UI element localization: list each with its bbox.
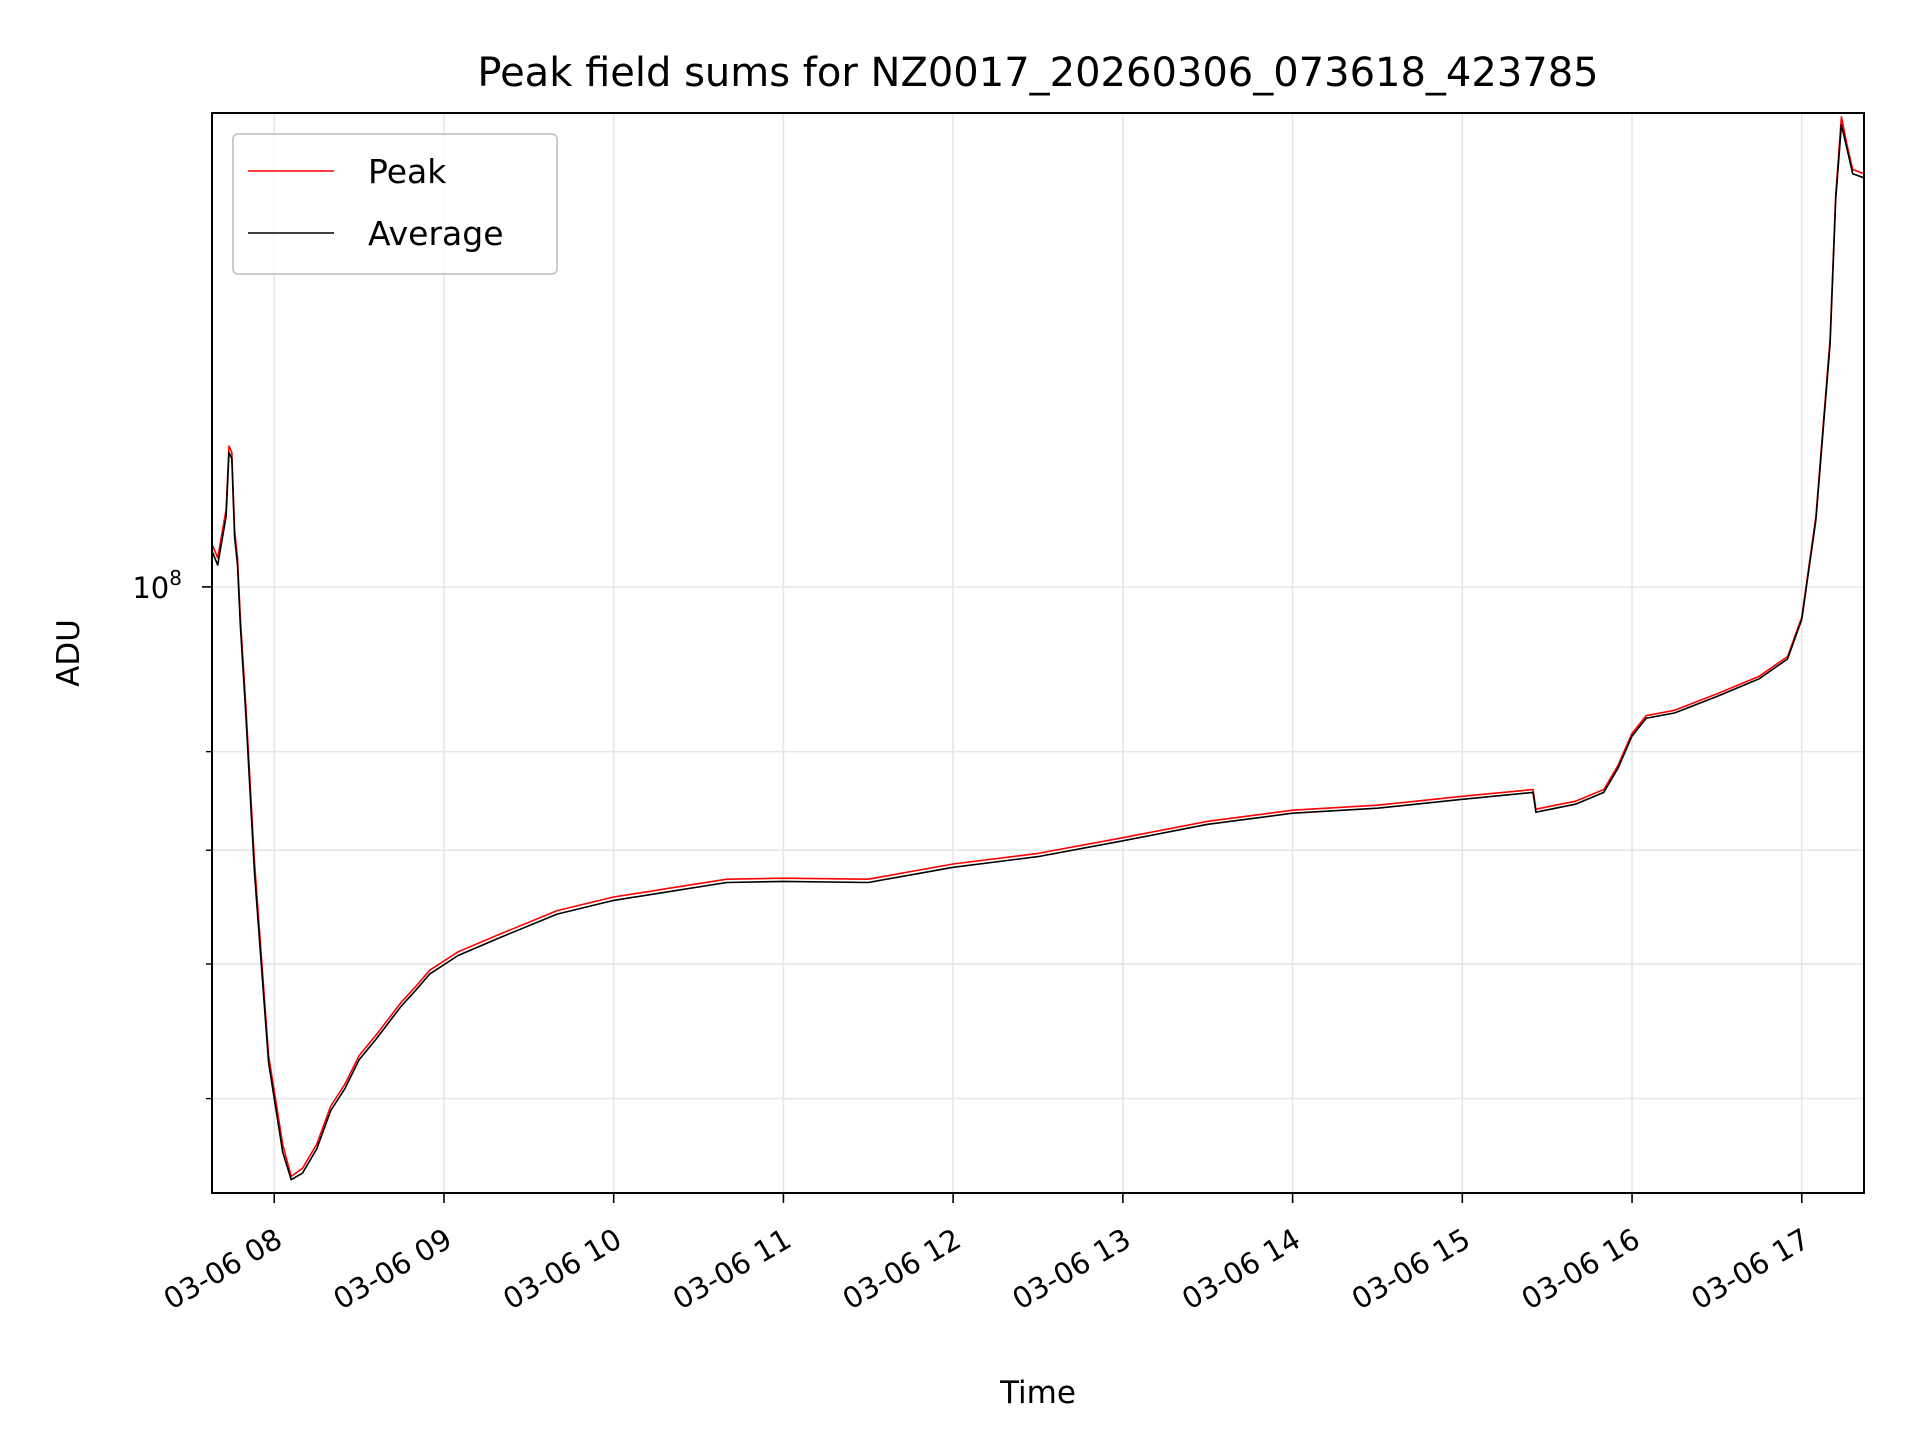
x-axis-label: Time (999, 1375, 1076, 1411)
y-tick-base: 10 (132, 571, 169, 605)
legend-box (232, 133, 558, 275)
legend-label-average: Average (368, 214, 504, 253)
chart-title: Peak field sums for NZ0017_20260306_0736… (477, 50, 1598, 96)
plot-frame (211, 112, 1865, 1194)
y-axis-ticks: 108 (132, 566, 212, 1100)
y-tick-exponent: 8 (169, 566, 182, 590)
legend: Peak Average (232, 133, 558, 275)
legend-label-peak: Peak (368, 152, 447, 191)
series-line-average (212, 124, 1864, 1181)
grid (212, 113, 1864, 1193)
y-axis-label: ADU (51, 619, 87, 687)
y-tick-label: 108 (132, 566, 182, 605)
series-layer (212, 116, 1864, 1181)
